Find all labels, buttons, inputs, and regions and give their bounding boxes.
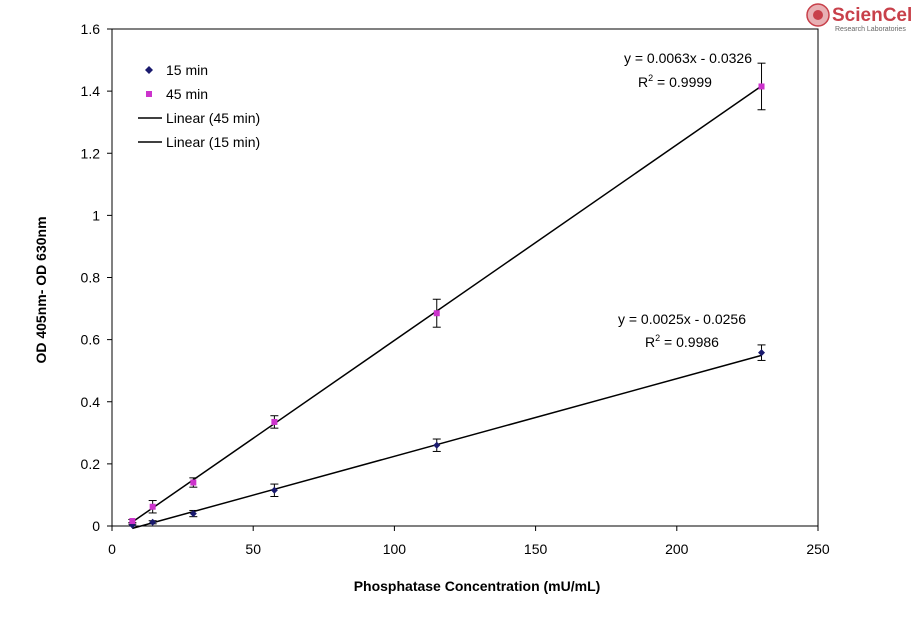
x-tick-label: 250	[806, 541, 830, 557]
x-axis: 0 50 100 150 200 250	[108, 526, 830, 557]
equation-45min: y = 0.0063x - 0.0326 R2 = 0.9999	[624, 50, 752, 90]
legend-square-icon	[146, 91, 152, 97]
data-point-square	[271, 418, 278, 425]
equation-text: y = 0.0063x - 0.0326	[624, 50, 752, 66]
y-tick-label: 1	[92, 207, 100, 223]
legend-label: 45 min	[166, 86, 208, 102]
trendlines	[131, 85, 762, 530]
y-tick-label: 1.4	[81, 83, 101, 99]
data-point-square	[433, 310, 440, 317]
data-point-square	[190, 479, 197, 486]
trendline	[132, 354, 762, 530]
legend-item-15min: 15 min	[145, 62, 208, 78]
r-squared-text: R2 = 0.9999	[638, 73, 712, 90]
legend-label: 15 min	[166, 62, 208, 78]
legend: 15 min 45 min Linear (45 min) Linear (15…	[138, 62, 260, 150]
y-tick-label: 1.2	[81, 145, 101, 161]
data-point-diamond	[149, 518, 157, 526]
y-tick-label: 0	[92, 518, 100, 534]
equation-15min: y = 0.0025x - 0.0256 R2 = 0.9986	[618, 311, 746, 350]
legend-diamond-icon	[145, 66, 153, 74]
y-tick-label: 0.6	[81, 332, 101, 348]
data-point-square	[129, 518, 136, 525]
plot-area	[111, 28, 819, 527]
x-tick-label: 200	[665, 541, 689, 557]
y-tick-label: 1.6	[81, 21, 101, 37]
x-tick-label: 50	[245, 541, 261, 557]
data-point-diamond	[270, 486, 278, 494]
legend-item-linear-45: Linear (45 min)	[138, 110, 260, 126]
x-tick-label: 100	[383, 541, 407, 557]
data-point-diamond	[433, 441, 441, 449]
data-point-diamond	[189, 510, 197, 518]
data-points	[128, 83, 766, 529]
x-tick-label: 150	[524, 541, 548, 557]
equation-text: y = 0.0025x - 0.0256	[618, 311, 746, 327]
y-tick-label: 0.2	[81, 456, 101, 472]
r-squared-text: R2 = 0.9986	[645, 333, 719, 350]
legend-item-45min: 45 min	[146, 86, 208, 102]
sciencell-logo: ScienCell Research Laboratories	[806, 3, 911, 33]
data-point-square	[149, 503, 156, 510]
y-axis: 0 0.2 0.4 0.6 0.8 1 1.2 1.4 1.6	[81, 21, 112, 534]
x-tick-label: 0	[108, 541, 116, 557]
y-tick-label: 0.8	[81, 270, 101, 286]
data-point-square	[758, 83, 765, 90]
data-point-diamond	[758, 349, 766, 357]
x-axis-title: Phosphatase Concentration (mU/mL)	[354, 578, 601, 594]
legend-label: Linear (15 min)	[166, 134, 260, 150]
logo-subtitle: Research Laboratories	[835, 26, 906, 33]
legend-item-linear-15: Linear (15 min)	[138, 134, 260, 150]
y-tick-label: 0.4	[81, 394, 101, 410]
logo-name: ScienCell	[832, 5, 911, 26]
trendline	[131, 85, 762, 523]
y-axis-title: OD 405nm- OD 630nm	[33, 216, 49, 363]
legend-label: Linear (45 min)	[166, 110, 260, 126]
